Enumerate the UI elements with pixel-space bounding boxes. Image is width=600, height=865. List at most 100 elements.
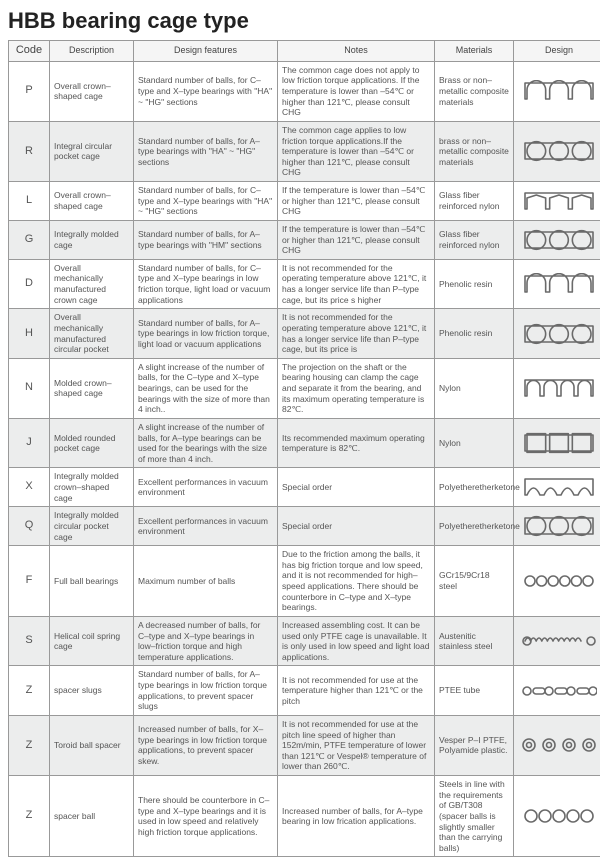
cell-feat: Excellent performances in vacuum environ… <box>134 507 278 546</box>
cell-mat: Brass or non–metallic composite material… <box>435 61 514 121</box>
col-feat: Design features <box>134 41 278 62</box>
cell-code: Z <box>9 666 50 716</box>
cell-feat: There should be counterbore in C–type an… <box>134 776 278 857</box>
table-row: Z Toroid ball spacer Increased number of… <box>9 715 600 775</box>
cell-mat: Steels in line with the requirements of … <box>435 776 514 857</box>
cell-feat: Standard number of balls, for C–type and… <box>134 259 278 309</box>
cell-feat: Standard number of balls, for A–type bea… <box>134 220 278 259</box>
cell-mat: PTEE tube <box>435 666 514 716</box>
cell-design-icon <box>514 776 600 857</box>
cell-code: Z <box>9 776 50 857</box>
cell-code: P <box>9 61 50 121</box>
cell-mat: Phenolic resin <box>435 259 514 309</box>
cell-desc: Overall crown–shaped cage <box>50 182 134 221</box>
table-row: H Overall mechanically manufactured circ… <box>9 309 600 359</box>
cell-notes: Special order <box>278 507 435 546</box>
cell-code: J <box>9 418 50 468</box>
cell-mat: Polyetheretherketone <box>435 507 514 546</box>
cell-design-icon <box>514 546 600 617</box>
table-row: R Integral circular pocket cage Standard… <box>9 121 600 181</box>
cell-feat: A decreased number of balls, for C–type … <box>134 616 278 666</box>
cell-desc: Integrally molded circular pocket cage <box>50 507 134 546</box>
cell-design-icon <box>514 61 600 121</box>
table-row: L Overall crown–shaped cage Standard num… <box>9 182 600 221</box>
col-code: Code <box>9 41 50 62</box>
table-row: J Molded rounded pocket cage A slight in… <box>9 418 600 468</box>
table-row: D Overall mechanically manufactured crow… <box>9 259 600 309</box>
bearing-cage-table: Code Description Design features Notes M… <box>8 40 600 857</box>
cell-feat: Excellent performances in vacuum environ… <box>134 468 278 507</box>
col-notes: Notes <box>278 41 435 62</box>
cell-mat: GCr15/9Cr18 steel <box>435 546 514 617</box>
cell-notes: Due to the friction among the balls, it … <box>278 546 435 617</box>
table-row: G Integrally molded cage Standard number… <box>9 220 600 259</box>
cell-notes: If the temperature is lower than –54℃ or… <box>278 220 435 259</box>
cell-design-icon <box>514 121 600 181</box>
table-row: Z spacer ball There should be counterbor… <box>9 776 600 857</box>
cell-mat: Glass fiber reinforced nylon <box>435 182 514 221</box>
cell-mat: brass or non–metallic composite material… <box>435 121 514 181</box>
cell-notes: It is not recommended for the operating … <box>278 309 435 359</box>
cell-feat: Standard number of balls, for C–type and… <box>134 61 278 121</box>
cell-mat: Polyetheretherketone <box>435 468 514 507</box>
cell-code: D <box>9 259 50 309</box>
cell-design-icon <box>514 507 600 546</box>
cell-design-icon <box>514 309 600 359</box>
cell-code: Z <box>9 715 50 775</box>
cell-feat: A slight increase of the number of balls… <box>134 358 278 418</box>
cell-notes: Increased number of balls, for A–type be… <box>278 776 435 857</box>
cell-mat: Glass fiber reinforced nylon <box>435 220 514 259</box>
cell-desc: Overall mechanically manufactured crown … <box>50 259 134 309</box>
cell-desc: Integrally molded crown–shaped cage <box>50 468 134 507</box>
cell-desc: spacer ball <box>50 776 134 857</box>
cell-feat: Standard number of balls, for A–type bea… <box>134 309 278 359</box>
cell-design-icon <box>514 468 600 507</box>
cell-design-icon <box>514 715 600 775</box>
table-row: Z spacer slugs Standard number of balls,… <box>9 666 600 716</box>
cell-feat: Standard number of balls, for A–type bea… <box>134 666 278 716</box>
cell-desc: Overall crown–shaped cage <box>50 61 134 121</box>
cell-notes: Special order <box>278 468 435 507</box>
cell-notes: The common cage applies to low friction … <box>278 121 435 181</box>
cell-notes: Increased assembling cost. It can be use… <box>278 616 435 666</box>
cell-desc: Molded rounded pocket cage <box>50 418 134 468</box>
cell-notes: It is not recommended for the operating … <box>278 259 435 309</box>
cell-notes: The common cage does not apply to low fr… <box>278 61 435 121</box>
cell-feat: Standard number of balls, for A–type bea… <box>134 121 278 181</box>
cell-desc: Helical coil spring cage <box>50 616 134 666</box>
cell-code: F <box>9 546 50 617</box>
cell-design-icon <box>514 616 600 666</box>
cell-desc: Toroid ball spacer <box>50 715 134 775</box>
cell-design-icon <box>514 358 600 418</box>
cell-mat: Nylon <box>435 358 514 418</box>
cell-notes: It is not recommended for use at the tem… <box>278 666 435 716</box>
cell-mat: Austenitic stainless steel <box>435 616 514 666</box>
cell-code: L <box>9 182 50 221</box>
cell-mat: Phenolic resin <box>435 309 514 359</box>
cell-desc: Full ball bearings <box>50 546 134 617</box>
cell-code: G <box>9 220 50 259</box>
cell-design-icon <box>514 666 600 716</box>
cell-design-icon <box>514 418 600 468</box>
cell-code: S <box>9 616 50 666</box>
cell-code: X <box>9 468 50 507</box>
cell-code: R <box>9 121 50 181</box>
cell-design-icon <box>514 182 600 221</box>
col-desc: Description <box>50 41 134 62</box>
cell-design-icon <box>514 220 600 259</box>
cell-mat: Nylon <box>435 418 514 468</box>
cell-code: H <box>9 309 50 359</box>
cell-mat: Vesper P–I PTFE, Polyamide plastic. <box>435 715 514 775</box>
cell-feat: A slight increase of the number of balls… <box>134 418 278 468</box>
cell-code: Q <box>9 507 50 546</box>
cell-notes: The projection on the shaft or the beari… <box>278 358 435 418</box>
cell-code: N <box>9 358 50 418</box>
table-row: Q Integrally molded circular pocket cage… <box>9 507 600 546</box>
cell-notes: If the temperature is lower than –54℃ or… <box>278 182 435 221</box>
cell-desc: Molded crown–shaped cage <box>50 358 134 418</box>
cell-feat: Standard number of balls, for C–type and… <box>134 182 278 221</box>
table-row: P Overall crown–shaped cage Standard num… <box>9 61 600 121</box>
cell-design-icon <box>514 259 600 309</box>
cell-desc: Integral circular pocket cage <box>50 121 134 181</box>
page-title: HBB bearing cage type <box>8 8 592 34</box>
